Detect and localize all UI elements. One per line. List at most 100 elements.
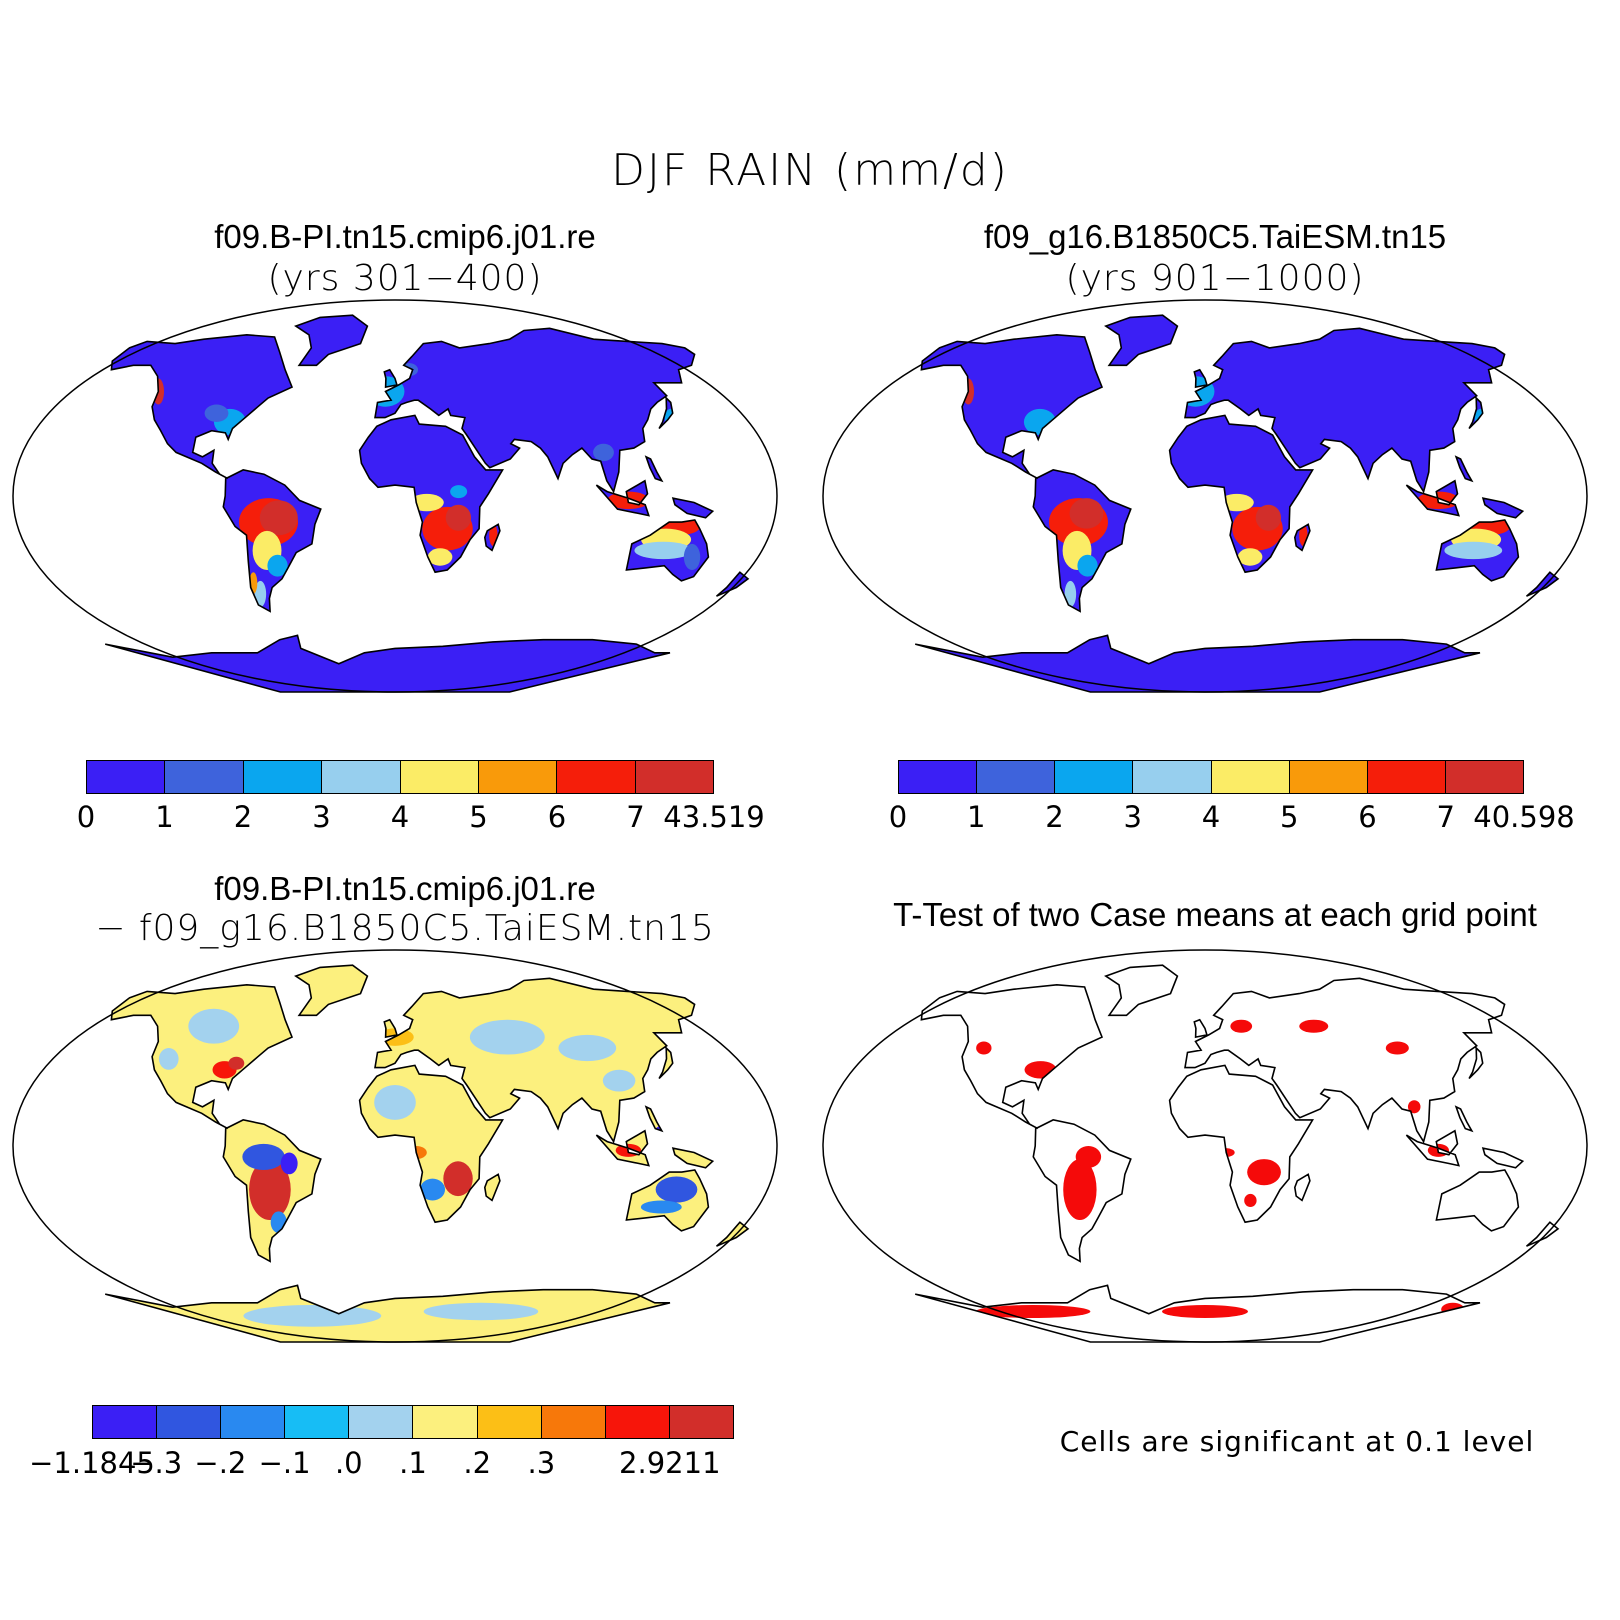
difference-colorbar-tick-label: −.1	[258, 1446, 311, 1480]
map-field-patch	[975, 1304, 1091, 1319]
case2-colorbar-swatch	[1289, 761, 1368, 793]
difference-colorbar-tick-label: .2	[463, 1446, 492, 1480]
case2-colorbar-tick-label: 4	[1201, 800, 1221, 834]
case2-years: (yrs 901−1000)	[1065, 258, 1365, 299]
ttest-map-content	[822, 949, 1588, 1343]
case1-title: f09.B-PI.tn15.cmip6.j01.re	[214, 218, 596, 255]
difference-colorbar-tick-label: 2.9211	[619, 1446, 721, 1480]
difference-title: f09.B-PI.tn15.cmip6.j01.re	[214, 870, 596, 907]
case1-colorbar-tick-label: 6	[547, 800, 567, 834]
case1-colorbar-tick-label: 43.519	[663, 800, 765, 834]
map-field-patch	[1063, 1159, 1097, 1221]
difference-colorbar-tick-label: −.3	[130, 1446, 183, 1480]
case1-colorbar-swatch	[243, 761, 323, 793]
difference-colorbar-swatch	[93, 1406, 158, 1438]
case2-colorbar-tick-label: 5	[1280, 800, 1299, 834]
map-frame	[822, 299, 1588, 693]
ttest-map	[822, 949, 1588, 1343]
difference-subtitle: − f09_g16.B1850C5.TaiESM.tn15	[95, 908, 715, 949]
ttest-note: Cells are significant at 0.1 level	[1059, 1425, 1535, 1458]
map-field-patch	[445, 504, 472, 531]
difference-colorbar-swatch	[605, 1406, 670, 1438]
map-field-patch	[443, 1161, 473, 1197]
case2-colorbar-swatch	[1211, 761, 1290, 793]
map-field-patch	[655, 1176, 698, 1203]
map-field-patch	[270, 1211, 287, 1234]
difference-colorbar-ticks: −1.1845 −.3 −.2 −.1 .0 .1 .2 .3 2.9211	[29, 1446, 734, 1482]
difference-colorbar-swatch	[221, 1406, 286, 1438]
map-field-patch	[1385, 1041, 1409, 1055]
map-field-patch	[1255, 504, 1282, 531]
case2-colorbar-tick-label: 7	[1436, 800, 1455, 834]
map-field-patch	[640, 1200, 682, 1214]
coastline	[104, 314, 750, 693]
case1-colorbar-swatch	[322, 761, 401, 793]
coastline	[104, 964, 750, 1343]
map-field-patch	[1077, 554, 1098, 577]
case2-colorbar-swatch	[1445, 761, 1523, 793]
case2-colorbar-tick-label: 40.598	[1473, 800, 1575, 834]
difference-colorbar-swatch	[349, 1406, 414, 1438]
ttest-title: T-Test of two Case means at each grid po…	[893, 896, 1537, 933]
map-field-patch	[1075, 1146, 1102, 1168]
case1-map-content	[12, 299, 778, 693]
map-field-patch	[228, 1056, 245, 1070]
case1-colorbar-swatch	[87, 761, 166, 793]
case1-colorbar-ticks: 0 1 2 3 4 5 6 7 43.519	[77, 800, 765, 836]
case1-colorbar-tick-label: 1	[155, 800, 174, 834]
map-field-patch	[423, 1302, 539, 1321]
map-field-patch	[243, 1304, 382, 1327]
difference-colorbar-tick-label: −1.1845	[29, 1446, 155, 1480]
case1-colorbar-swatch	[478, 761, 558, 793]
case2-colorbar-tick-label: 3	[1123, 800, 1142, 834]
case1-map	[12, 299, 778, 693]
map-field-patch	[469, 1019, 545, 1055]
case2-colorbar-tick-label: 0	[888, 800, 908, 834]
map-field-patch	[242, 1143, 285, 1170]
map-field-patch	[593, 443, 614, 462]
map-field-patch	[267, 554, 288, 577]
difference-colorbar-tick-label: −.2	[194, 1446, 247, 1480]
difference-colorbar	[92, 1405, 734, 1439]
map-field-patch	[374, 1085, 416, 1120]
coastline	[914, 964, 1560, 1343]
map-field-patch	[1064, 580, 1077, 608]
case1-colorbar-swatch	[557, 761, 636, 793]
case2-colorbar-swatch	[1367, 761, 1446, 793]
case1-colorbar-swatch	[635, 761, 713, 793]
map-field-patch	[259, 500, 298, 536]
map-field-patch	[1162, 1304, 1248, 1319]
case2-colorbar-tick-label: 2	[1045, 800, 1064, 834]
map-frame	[822, 949, 1588, 1343]
difference-colorbar-tick-label: .1	[399, 1446, 427, 1480]
map-field-patch	[204, 404, 229, 422]
case1-colorbar-tick-label: 0	[76, 800, 96, 834]
map-field-patch	[1407, 1100, 1421, 1114]
map-field-patch	[427, 548, 453, 566]
case1-colorbar	[86, 760, 714, 794]
map-field-patch	[683, 543, 701, 571]
difference-colorbar-tick-label: .3	[527, 1446, 556, 1480]
case1-colorbar-tick-label: 5	[469, 800, 488, 834]
map-field-patch	[188, 1008, 240, 1044]
case1-years: (yrs 301−400)	[267, 258, 543, 299]
map-field-patch	[1244, 1193, 1257, 1207]
difference-map-content	[12, 949, 778, 1343]
map-field-patch	[1247, 1159, 1281, 1186]
case2-colorbar-swatch	[1055, 761, 1134, 793]
case2-colorbar-swatch	[977, 761, 1056, 793]
case2-colorbar-tick-label: 1	[967, 800, 986, 834]
case2-colorbar-swatch	[899, 761, 978, 793]
case1-colorbar-tick-label: 4	[390, 800, 410, 834]
map-field-patch	[1069, 498, 1104, 529]
case1-colorbar-tick-label: 2	[233, 800, 253, 834]
coastline	[914, 314, 1560, 693]
map-field-patch	[158, 1048, 179, 1070]
map-field-patch	[254, 580, 267, 608]
map-field-patch	[634, 541, 693, 560]
map-field-patch	[1237, 548, 1263, 566]
difference-colorbar-swatch	[157, 1406, 222, 1438]
difference-colorbar-swatch	[541, 1406, 606, 1438]
difference-colorbar-swatch	[413, 1406, 478, 1438]
case2-colorbar	[898, 760, 1524, 794]
